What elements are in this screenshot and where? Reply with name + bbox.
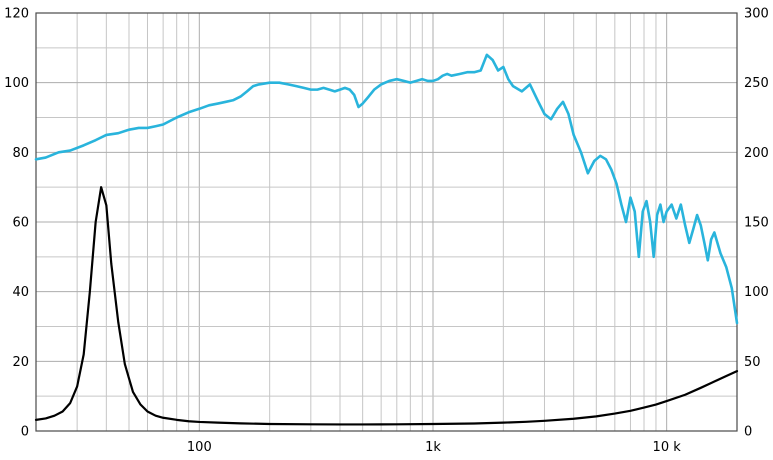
y-right-tick-label: 250 xyxy=(744,76,769,91)
y-left-tick-label: 80 xyxy=(12,146,29,161)
y-right-tick-label: 150 xyxy=(744,216,769,231)
y-left-tick-label: 40 xyxy=(12,285,29,300)
x-tick-label: 10 k xyxy=(653,440,682,455)
y-right-tick-label: 50 xyxy=(744,355,761,370)
y-right-tick-label: 0 xyxy=(744,425,752,440)
y-right-tick-label: 200 xyxy=(744,146,769,161)
y-left-tick-label: 0 xyxy=(21,425,29,440)
impedance-curve xyxy=(34,186,739,426)
plot-border xyxy=(35,12,738,432)
y-right-tick-label: 300 xyxy=(744,7,769,22)
y-right-tick-label: 100 xyxy=(744,285,769,300)
x-tick-label: 100 xyxy=(187,440,212,455)
y-left-tick-label: 60 xyxy=(12,216,29,231)
y-left-tick-label: 20 xyxy=(12,355,29,370)
spl-curve xyxy=(34,53,739,325)
y-left-tick-label: 120 xyxy=(4,7,29,22)
y-left-tick-label: 100 xyxy=(4,76,29,91)
x-tick-label: 1k xyxy=(425,440,441,455)
